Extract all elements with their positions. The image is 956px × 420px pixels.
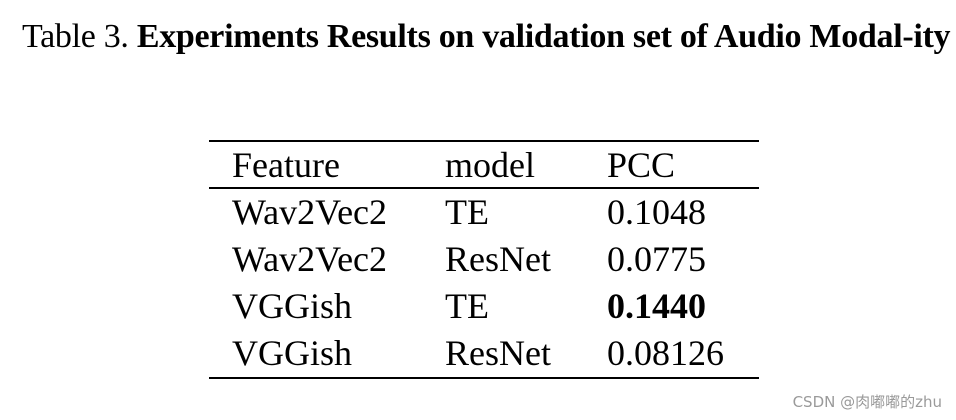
header-model: model (445, 145, 535, 185)
table-row: VGGish ResNet 0.08126 (209, 330, 759, 376)
cell-feature: Wav2Vec2 (232, 192, 388, 232)
caption-label: Table 3. (22, 18, 129, 55)
table-top-rule (209, 140, 759, 142)
table-header-row: Feature model PCC (209, 142, 759, 188)
table-header-rule (209, 187, 759, 189)
cell-model: ResNet (445, 333, 551, 373)
caption-title: Experiments Results on validation set of… (136, 18, 951, 55)
cell-model: TE (445, 192, 489, 232)
cell-pcc: 0.1048 (607, 192, 706, 232)
header-pcc: PCC (607, 145, 676, 185)
cell-pcc: 0.08126 (607, 333, 724, 373)
cell-model: ResNet (445, 239, 551, 279)
table-row: Wav2Vec2 TE 0.1048 (209, 189, 759, 235)
table-caption: Table 3. Experiments Results on validati… (22, 14, 952, 59)
cell-pcc: 0.0775 (607, 239, 706, 279)
table-row: Wav2Vec2 ResNet 0.0775 (209, 236, 759, 282)
cell-feature: VGGish (232, 286, 353, 326)
cell-pcc-best: 0.1440 (607, 286, 706, 326)
cell-feature: Wav2Vec2 (232, 239, 388, 279)
table-row: VGGish TE 0.1440 (209, 283, 759, 329)
header-feature: Feature (232, 145, 340, 185)
cell-feature: VGGish (232, 333, 353, 373)
table-bottom-rule (209, 377, 759, 379)
cell-model: TE (445, 286, 489, 326)
watermark: CSDN @肉嘟嘟的zhu (792, 393, 942, 411)
